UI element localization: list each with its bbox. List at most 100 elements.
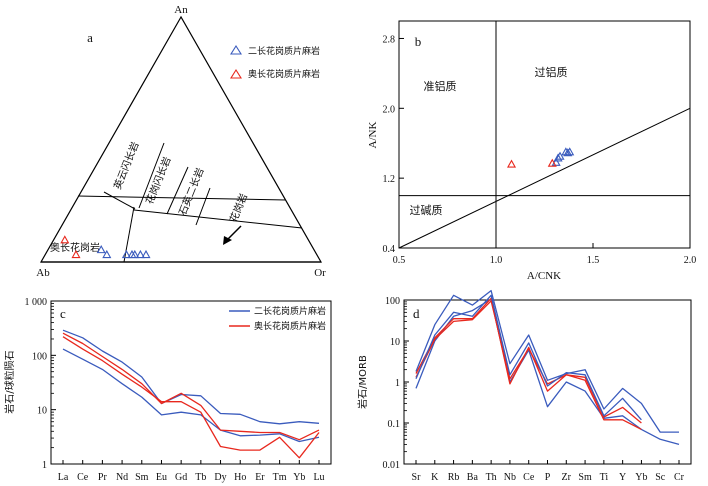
b-ytick-label-3: 2.8 [383,34,396,45]
d-xtick-label-Yb: Yb [635,472,647,483]
d-xtick-label-Sc: Sc [655,472,666,483]
field-label-granodiorite: 花岗闪长岩 [143,155,174,206]
d-xtick-label-Cr: Cr [674,472,685,483]
c-xtick-label-La: La [58,472,69,483]
field-boundary-5 [138,142,165,209]
d-xtick-label-Zr: Zr [562,472,572,483]
c-xtick-label-Tb: Tb [195,472,206,483]
c-ticks: 1 10 100 1 000 La Ce Pr Nd Sm Eu Gd Tb Dy Ho Er Tm Yb Lu [25,297,325,483]
panel-b: 0.5 1.0 1.5 2.0 0.4 1.2 2.0 2.8 b 准铝质 过铝质 过碱质 A… [367,20,697,282]
x-axis-label-b: A/CNK [527,270,561,282]
field-boundary-3 [133,209,303,229]
b-ytick-label-2: 2.0 [383,104,396,115]
legend-c-label-1: 奥长花岗质片麻岩 [254,320,326,332]
d-ytick-label-3: 10 [390,337,400,348]
plot-frame-b [398,20,691,249]
d-series-line-3 [415,300,642,430]
boundary-diagonal [398,107,691,249]
c-xtick-label-Gd: Gd [175,472,187,483]
c-series-line-1 [62,348,320,443]
ternary-point-0-5 [135,249,145,259]
ternary-point-0-1 [102,249,112,259]
b-point-0-5 [565,147,575,156]
b-xtick-label-3: 2.0 [684,255,697,266]
ternary-point-0-6 [141,249,151,259]
panel-label-c: c [60,306,66,321]
d-ticks: 0.01 0.1 1 10 100 Sr K Rb Ba Th Nb Ce P Zr Sm Ti Y Yb Sc Cr [383,296,685,483]
c-series-line-0 [62,329,320,425]
c-xtick-label-Ho: Ho [234,472,246,483]
d-xtick-label-Nb: Nb [504,472,516,483]
b-point-1-0 [506,159,517,168]
panel-a: An Ab Or a 奥长花岗岩 英云闪长岩 花岗闪长岩 石英二长岩 花岗岩 二… [36,4,326,279]
b-point-0-2 [555,151,565,160]
c-xtick-label-Tm: Tm [273,472,287,483]
apex-top-label: An [174,4,188,16]
y-axis-label-c: 岩石/球粒陨石 [3,350,16,413]
panel-label-d: d [413,306,420,321]
c-series [62,329,320,459]
ternary-point-1-0 [60,235,70,244]
plot-frame-c [50,300,332,465]
d-xtick-label-Th: Th [486,472,497,483]
c-ytick-label-3: 1 000 [25,297,48,308]
d-xtick-label-K: K [431,472,439,483]
field-label-peralkaline: 过碱质 [410,204,443,217]
legend-c-label-0: 二长花岗质片麻岩 [254,305,326,317]
d-series-line-0 [415,289,679,433]
legend-marker-red [230,68,242,79]
b-xtick-label-0: 0.5 [393,255,406,266]
legend-marker-blue [230,44,242,55]
b-ticks: 0.5 1.0 1.5 2.0 0.4 1.2 2.0 2.8 [383,34,697,266]
b-xtick-label-2: 1.5 [587,255,600,266]
d-xtick-label-Sm: Sm [578,472,592,483]
panel-d: 0.01 0.1 1 10 100 Sr K Rb Ba Th Nb Ce P Zr Sm Ti Y Yb Sc Cr… [356,289,692,483]
b-points [506,147,575,168]
b-point-0-4 [563,148,573,157]
d-series-line-2 [415,297,642,424]
apex-left-label: Ab [36,267,50,279]
legend-label-trondhjemitic: 奥长花岗质片麻岩 [248,68,320,80]
d-xtick-label-Sr: Sr [412,472,422,483]
field-boundary-1 [77,195,287,201]
y-axis-label-d: 岩石/MORB [356,355,369,409]
c-series-line-3 [62,336,320,459]
c-xtick-label-Er: Er [255,472,265,483]
d-xtick-label-Rb: Rb [448,472,460,483]
ternary-point-0-2 [121,249,131,259]
c-xtick-label-Eu: Eu [156,472,167,483]
field-boundary-4 [103,191,136,210]
legend-c: 二长花岗质片麻岩 奥长花岗质片麻岩 [229,305,326,332]
ternary-point-1-1 [71,249,81,259]
field-boundary-6 [166,166,189,215]
b-field-lines [398,21,691,249]
b-ytick-label-0: 0.4 [383,244,396,255]
ternary-point-0-0 [96,245,106,254]
field-label-trondhjemite: 奥长花岗岩 [50,241,100,254]
b-point-0-0 [551,157,561,166]
c-xtick-label-Yb: Yb [293,472,305,483]
trend-arrow-head [223,236,232,245]
legend-a: 二长花岗质片麻岩 奥长花岗质片麻岩 [230,44,320,80]
d-xtick-label-Y: Y [619,472,626,483]
panel-label-a: a [87,30,93,45]
y-axis-label-b: A/NK [367,122,379,149]
b-point-1-1 [547,158,557,167]
field-label-metaluminous: 准铝质 [424,79,457,93]
panel-label-b: b [415,34,422,49]
c-xtick-label-Sm: Sm [135,472,149,483]
c-xtick-label-Dy: Dy [214,472,226,483]
apex-right-label: Or [314,267,326,279]
b-xtick-label-1: 1.0 [490,255,503,266]
field-label-peraluminous: 过铝质 [535,65,568,79]
c-series-line-2 [62,332,320,441]
field-boundary-7 [195,187,211,226]
ternary-points [60,235,151,259]
ternary-point-0-4 [130,249,140,259]
legend-label-monzogranitic: 二长花岗质片麻岩 [248,45,320,57]
d-ytick-label-4: 100 [385,296,400,307]
d-series-line-4 [415,294,642,421]
field-label-tonalite: 英云闪长岩 [111,140,142,191]
